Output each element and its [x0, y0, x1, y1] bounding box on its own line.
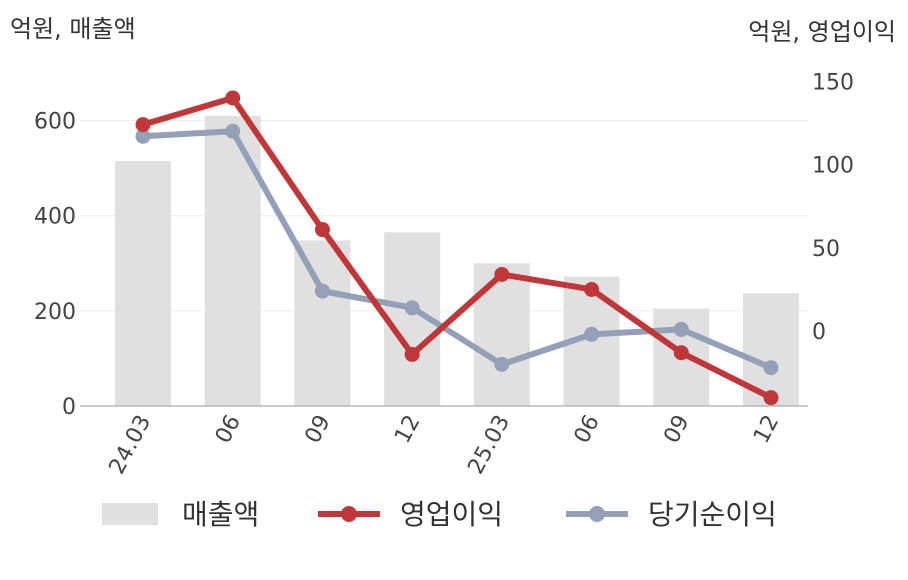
gridlines — [80, 120, 808, 312]
bar — [294, 240, 351, 406]
x-tick-label: 09 — [659, 411, 694, 447]
left-axis-unit: 억원, 매출액 — [10, 15, 136, 43]
right-tick-label: 150 — [812, 70, 854, 95]
right-axis-unit: 억원, 영업이익 — [748, 18, 896, 46]
left-tick-label: 400 — [34, 205, 76, 230]
bar — [473, 263, 530, 406]
data-point — [494, 356, 510, 372]
left-tick-label: 200 — [34, 300, 76, 325]
legend-label: 영업이익 — [400, 498, 503, 531]
left-tick-label: 0 — [62, 395, 76, 420]
x-axis-ticks: 24.03 06 09 12 25.03 06 09 12 — [105, 411, 785, 478]
series-line — [140, 94, 774, 401]
x-tick-label: 06 — [211, 411, 246, 447]
data-point — [135, 117, 151, 133]
bar — [204, 115, 261, 407]
x-tick-label: 06 — [570, 411, 605, 447]
x-tick-label: 09 — [301, 411, 336, 447]
right-tick-label: 100 — [812, 154, 854, 179]
bar-series — [115, 115, 799, 407]
line-series — [135, 90, 779, 406]
data-point — [584, 326, 600, 342]
legend-label: 매출액 — [182, 498, 259, 531]
x-tick-label: 12 — [390, 411, 425, 447]
x-tick-label: 12 — [749, 411, 784, 447]
x-tick-label: 24.03 — [105, 411, 157, 478]
data-point — [673, 321, 689, 337]
right-tick-label: 50 — [812, 237, 840, 262]
data-point — [314, 222, 330, 238]
data-point — [404, 300, 420, 316]
right-tick-label: 0 — [812, 320, 826, 345]
data-point — [494, 266, 510, 282]
legend: 매출액 영업이익 당기순이익 — [102, 498, 777, 531]
left-axis-ticks: 0 200 400 600 — [34, 110, 76, 420]
data-point — [404, 346, 420, 362]
legend-swatch-bar — [102, 503, 158, 525]
legend-label: 당기순이익 — [648, 498, 777, 531]
series-line — [140, 128, 774, 371]
data-point — [314, 283, 330, 299]
legend-swatch-marker — [341, 506, 357, 522]
data-point — [763, 390, 779, 406]
data-point — [225, 90, 241, 106]
data-point — [673, 345, 689, 361]
data-point — [763, 360, 779, 376]
x-tick-label: 25.03 — [464, 411, 516, 478]
data-point — [225, 123, 241, 139]
data-point — [135, 128, 151, 144]
bar — [115, 161, 171, 406]
left-tick-label: 600 — [34, 110, 76, 135]
legend-swatch-marker — [589, 506, 605, 522]
data-point — [584, 281, 600, 297]
right-axis-ticks: 0 50 100 150 — [812, 70, 854, 345]
